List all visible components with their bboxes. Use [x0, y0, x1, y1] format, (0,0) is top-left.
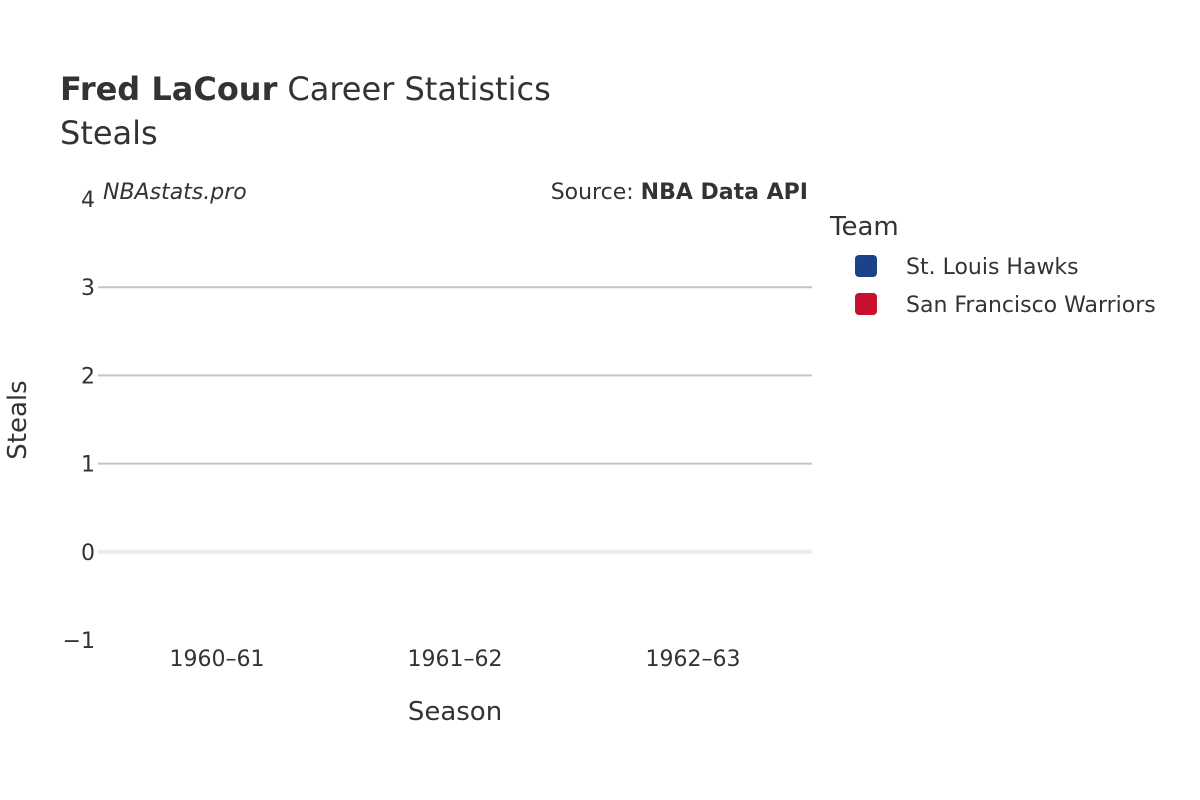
chart-subtitle: Steals — [60, 114, 158, 152]
y-axis-ticks: −1 0 1 2 3 4 — [63, 188, 95, 654]
legend: Team St. Louis Hawks San Francisco Warrio… — [829, 212, 1156, 318]
legend-swatch — [855, 293, 877, 315]
title-suffix: Career Statistics — [287, 70, 550, 108]
source-prefix: Source: — [551, 180, 641, 205]
x-tick-label: 1961–62 — [408, 647, 503, 672]
legend-title: Team — [829, 212, 899, 242]
gridlines — [98, 286, 812, 554]
y-tick-label: 2 — [81, 364, 95, 389]
legend-label: San Francisco Warriors — [906, 293, 1156, 318]
legend-label: St. Louis Hawks — [906, 255, 1079, 280]
x-tick-label: 1962–63 — [646, 647, 741, 672]
source-credit: Source: NBA Data API — [551, 180, 808, 205]
watermark: NBAstats.pro — [103, 180, 247, 205]
chart-title: Fred LaCour Career Statistics — [60, 70, 551, 108]
y-tick-label: 3 — [81, 276, 95, 301]
y-axis-title: Steals — [3, 380, 33, 459]
source-name: NBA Data API — [641, 180, 808, 205]
x-axis-title: Season — [408, 697, 502, 727]
y-tick-label: 0 — [81, 541, 95, 566]
y-tick-label: 1 — [81, 453, 95, 478]
x-tick-label: 1960–61 — [170, 647, 265, 672]
title-player-name: Fred LaCour — [60, 70, 278, 108]
y-tick-label: −1 — [63, 629, 95, 654]
x-axis-ticks: 1960–61 1961–62 1962–63 — [170, 647, 741, 672]
y-tick-label: 4 — [81, 188, 95, 213]
legend-swatch — [855, 255, 877, 277]
